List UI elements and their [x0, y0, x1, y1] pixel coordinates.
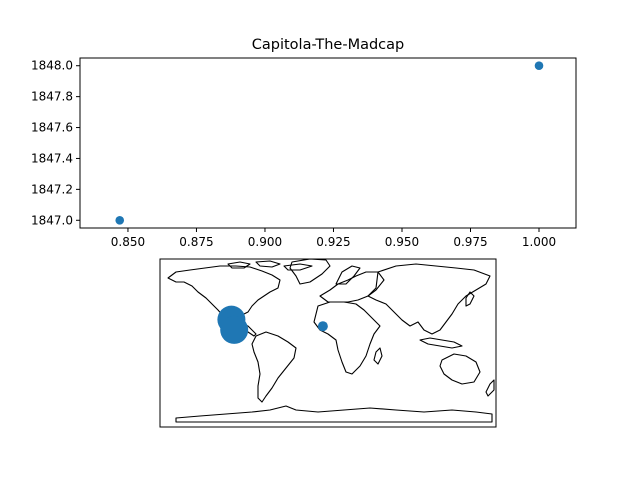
- y-tick-label: 1847.4: [31, 151, 73, 165]
- madagascar-coastline: [373, 347, 383, 365]
- y-tick-label: 1847.6: [31, 121, 73, 135]
- map-bubble: [220, 315, 249, 344]
- new-zealand-coastline: [485, 379, 495, 397]
- antarctica-coastline: [175, 405, 493, 423]
- y-axis-ticks: 1847.0 1847.2 1847.4 1847.6 1847.8 1848.0: [31, 59, 80, 227]
- x-tick-label: 0.850: [111, 235, 145, 249]
- scatter-point: [534, 61, 544, 71]
- scatter-chart: Capitola-The-Madcap 0.850 0.875 0.900 0.925…: [31, 37, 577, 249]
- x-tick-label: 1.000: [522, 235, 556, 249]
- africa-coastline: [313, 301, 381, 375]
- x-tick-label: 0.925: [316, 235, 350, 249]
- south-america-coastline: [251, 331, 297, 403]
- y-tick-label: 1847.0: [31, 213, 73, 227]
- map-bubble: [317, 321, 328, 332]
- x-tick-label: 0.875: [179, 235, 213, 249]
- australia-coastline: [439, 353, 481, 385]
- y-tick-label: 1847.8: [31, 90, 73, 104]
- arctic-islands: [227, 260, 313, 271]
- x-tick-label: 0.975: [453, 235, 487, 249]
- scandinavia-coastline: [335, 265, 361, 285]
- north-america-coastline: [167, 265, 281, 325]
- map-land-group: [167, 259, 495, 423]
- indonesia-coastline: [419, 337, 463, 349]
- x-axis-ticks: 0.850 0.875 0.900 0.925 0.950 0.975 1.000: [111, 228, 556, 249]
- world-map: [159, 258, 497, 428]
- x-tick-label: 0.950: [385, 235, 419, 249]
- chart-title: Capitola-The-Madcap: [252, 37, 404, 53]
- scatter-points: [115, 61, 544, 225]
- y-tick-label: 1848.0: [31, 59, 73, 73]
- plot-frame: [79, 57, 577, 229]
- scatter-point: [115, 215, 125, 225]
- map-frame: [159, 258, 497, 428]
- map-points: [217, 305, 328, 344]
- japan-coastline: [465, 291, 475, 307]
- y-tick-label: 1847.2: [31, 182, 73, 196]
- asia-coastline: [367, 263, 491, 335]
- x-tick-label: 0.900: [248, 235, 282, 249]
